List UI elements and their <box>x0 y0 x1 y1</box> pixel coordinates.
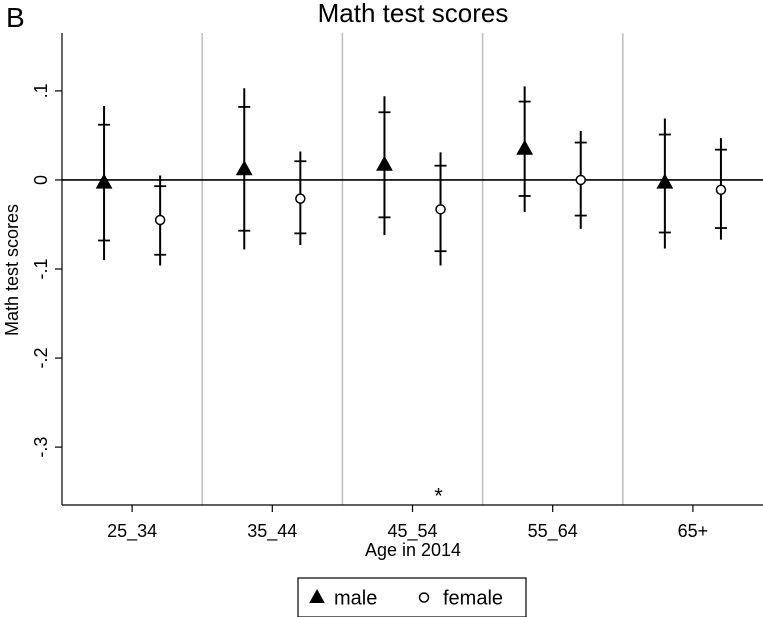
legend-marker-female <box>418 592 430 603</box>
legend: male female <box>297 577 527 617</box>
x-tick-label: 25_34 <box>107 521 157 542</box>
point-male <box>516 139 534 155</box>
y-tick-label: -.3 <box>31 437 51 458</box>
point-female <box>295 193 306 204</box>
panel-label: B <box>6 2 25 33</box>
x-tick-label: 35_44 <box>247 521 297 542</box>
chart-title: Math test scores <box>318 0 509 28</box>
legend-label-male: male <box>334 588 377 610</box>
point-male <box>656 173 674 189</box>
x-tick-label: 65+ <box>678 521 709 541</box>
point-female <box>154 214 166 226</box>
plot-area: .1 0 -.1 -.2 -.3 25_34 35_44 45_54 55_64 65+ * <box>31 33 763 542</box>
point-male <box>376 155 393 171</box>
legend-label-female: female <box>443 588 503 610</box>
series-female <box>154 130 727 266</box>
point-male <box>235 160 253 176</box>
y-tick-label: 0 <box>31 175 51 185</box>
y-tick-label: -.1 <box>31 258 51 279</box>
significance-asterisk: * <box>434 484 443 509</box>
x-tick-label: 45_54 <box>387 521 437 542</box>
legend-box <box>297 577 527 617</box>
point-female <box>575 174 586 186</box>
y-axis-title: Math test scores <box>2 204 22 336</box>
series-male <box>95 86 674 261</box>
y-tick-label: .1 <box>31 83 51 98</box>
point-male <box>95 173 113 189</box>
x-tick-label: 55_64 <box>528 521 578 542</box>
y-tick-label: -.2 <box>31 348 51 369</box>
point-female <box>435 204 446 215</box>
x-axis-title: Age in 2014 <box>365 540 461 560</box>
point-female <box>715 184 727 195</box>
legend-marker-male <box>309 589 325 604</box>
